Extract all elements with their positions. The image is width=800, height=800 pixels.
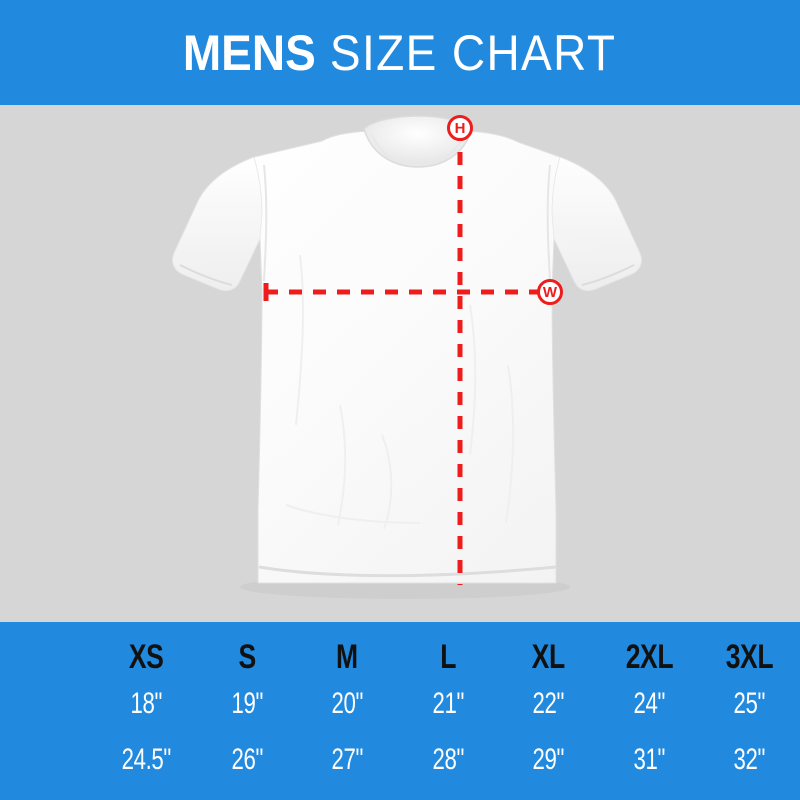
size-table-header-row: XS S M L XL 2XL 3XL [0,622,800,676]
marker-h-label: H [454,119,466,137]
right-sleeve-hem [581,264,635,286]
fabric-folds [285,254,515,530]
right-sleeve [551,156,642,292]
page-title: MENS SIZE CHART [183,28,617,78]
size-header-l-label: L [440,638,456,676]
collar-inner-edge [371,134,465,167]
height-value-3xl-label: 32" [733,743,766,776]
left-sleeve-hem [179,264,233,286]
height-value-s: 26" [197,732,298,788]
width-value-s-label: 19" [231,687,263,720]
size-header-3xl: 3XL [699,622,800,676]
size-header-2xl-label: 2XL [625,638,673,676]
left-shoulder-seam [263,164,268,282]
size-header-m-label: M [336,638,359,676]
page-title-bold: MENS [183,24,317,81]
size-header-3xl-label: 3XL [725,638,774,676]
height-value-l: 28" [398,732,499,788]
height-value-3xl: 32" [699,732,800,788]
left-sleeve [172,156,263,292]
height-row-spacer [0,732,96,788]
size-header-2xl: 2XL [599,622,700,676]
width-value-xl-label: 22" [532,687,565,720]
header-bar: MENS SIZE CHART [0,0,800,105]
size-header-s: S [197,622,298,676]
size-header-s-label: S [238,638,256,676]
height-value-xs-label: 24.5" [121,743,172,776]
size-header-l: L [398,622,499,676]
width-row: 18" 19" 20" 21" 22" 24" 25" [0,676,800,732]
tshirt-illustration [171,115,643,599]
width-value-xs: 18" [96,676,197,732]
size-header-xl: XL [498,622,599,676]
marker-h-icon: H [447,115,473,141]
marker-w-icon: W [537,279,563,305]
width-value-xs-label: 18" [130,687,163,720]
size-header-xs: XS [96,622,197,676]
marker-w-label: W [542,283,558,301]
height-value-2xl: 31" [599,732,700,788]
height-value-xl: 29" [498,732,599,788]
height-value-m: 27" [297,732,398,788]
size-header-xl-label: XL [531,638,566,676]
size-header-xs-label: XS [128,638,164,676]
page-title-light: SIZE CHART [316,24,617,81]
width-value-m: 20" [297,676,398,732]
height-value-2xl-label: 31" [633,743,665,776]
height-value-xl-label: 29" [532,743,565,776]
height-value-m-label: 27" [331,743,364,776]
height-value-xs: 24.5" [96,732,197,788]
width-value-l: 21" [398,676,499,732]
width-value-3xl-label: 25" [733,687,766,720]
width-value-m-label: 20" [331,687,364,720]
bottom-hem [258,565,557,578]
size-header-spacer [0,622,96,676]
width-row-spacer [0,676,96,732]
height-value-s-label: 26" [231,743,263,776]
width-value-2xl-label: 24" [633,687,665,720]
width-value-2xl: 24" [599,676,700,732]
width-value-s: 19" [197,676,298,732]
height-row: 24.5" 26" 27" 28" 29" 31" 32" [0,732,800,788]
garment-photo-area [0,105,800,622]
size-table-area: XS S M L XL 2XL 3XL 18" 19" 20" 21" 22" … [0,622,800,800]
height-value-l-label: 28" [432,743,464,776]
right-shoulder-seam [546,164,551,282]
size-table: XS S M L XL 2XL 3XL 18" 19" 20" 21" 22" … [0,622,800,788]
size-header-m: M [297,622,398,676]
width-value-xl: 22" [498,676,599,732]
width-value-l-label: 21" [432,687,464,720]
width-value-3xl: 25" [699,676,800,732]
